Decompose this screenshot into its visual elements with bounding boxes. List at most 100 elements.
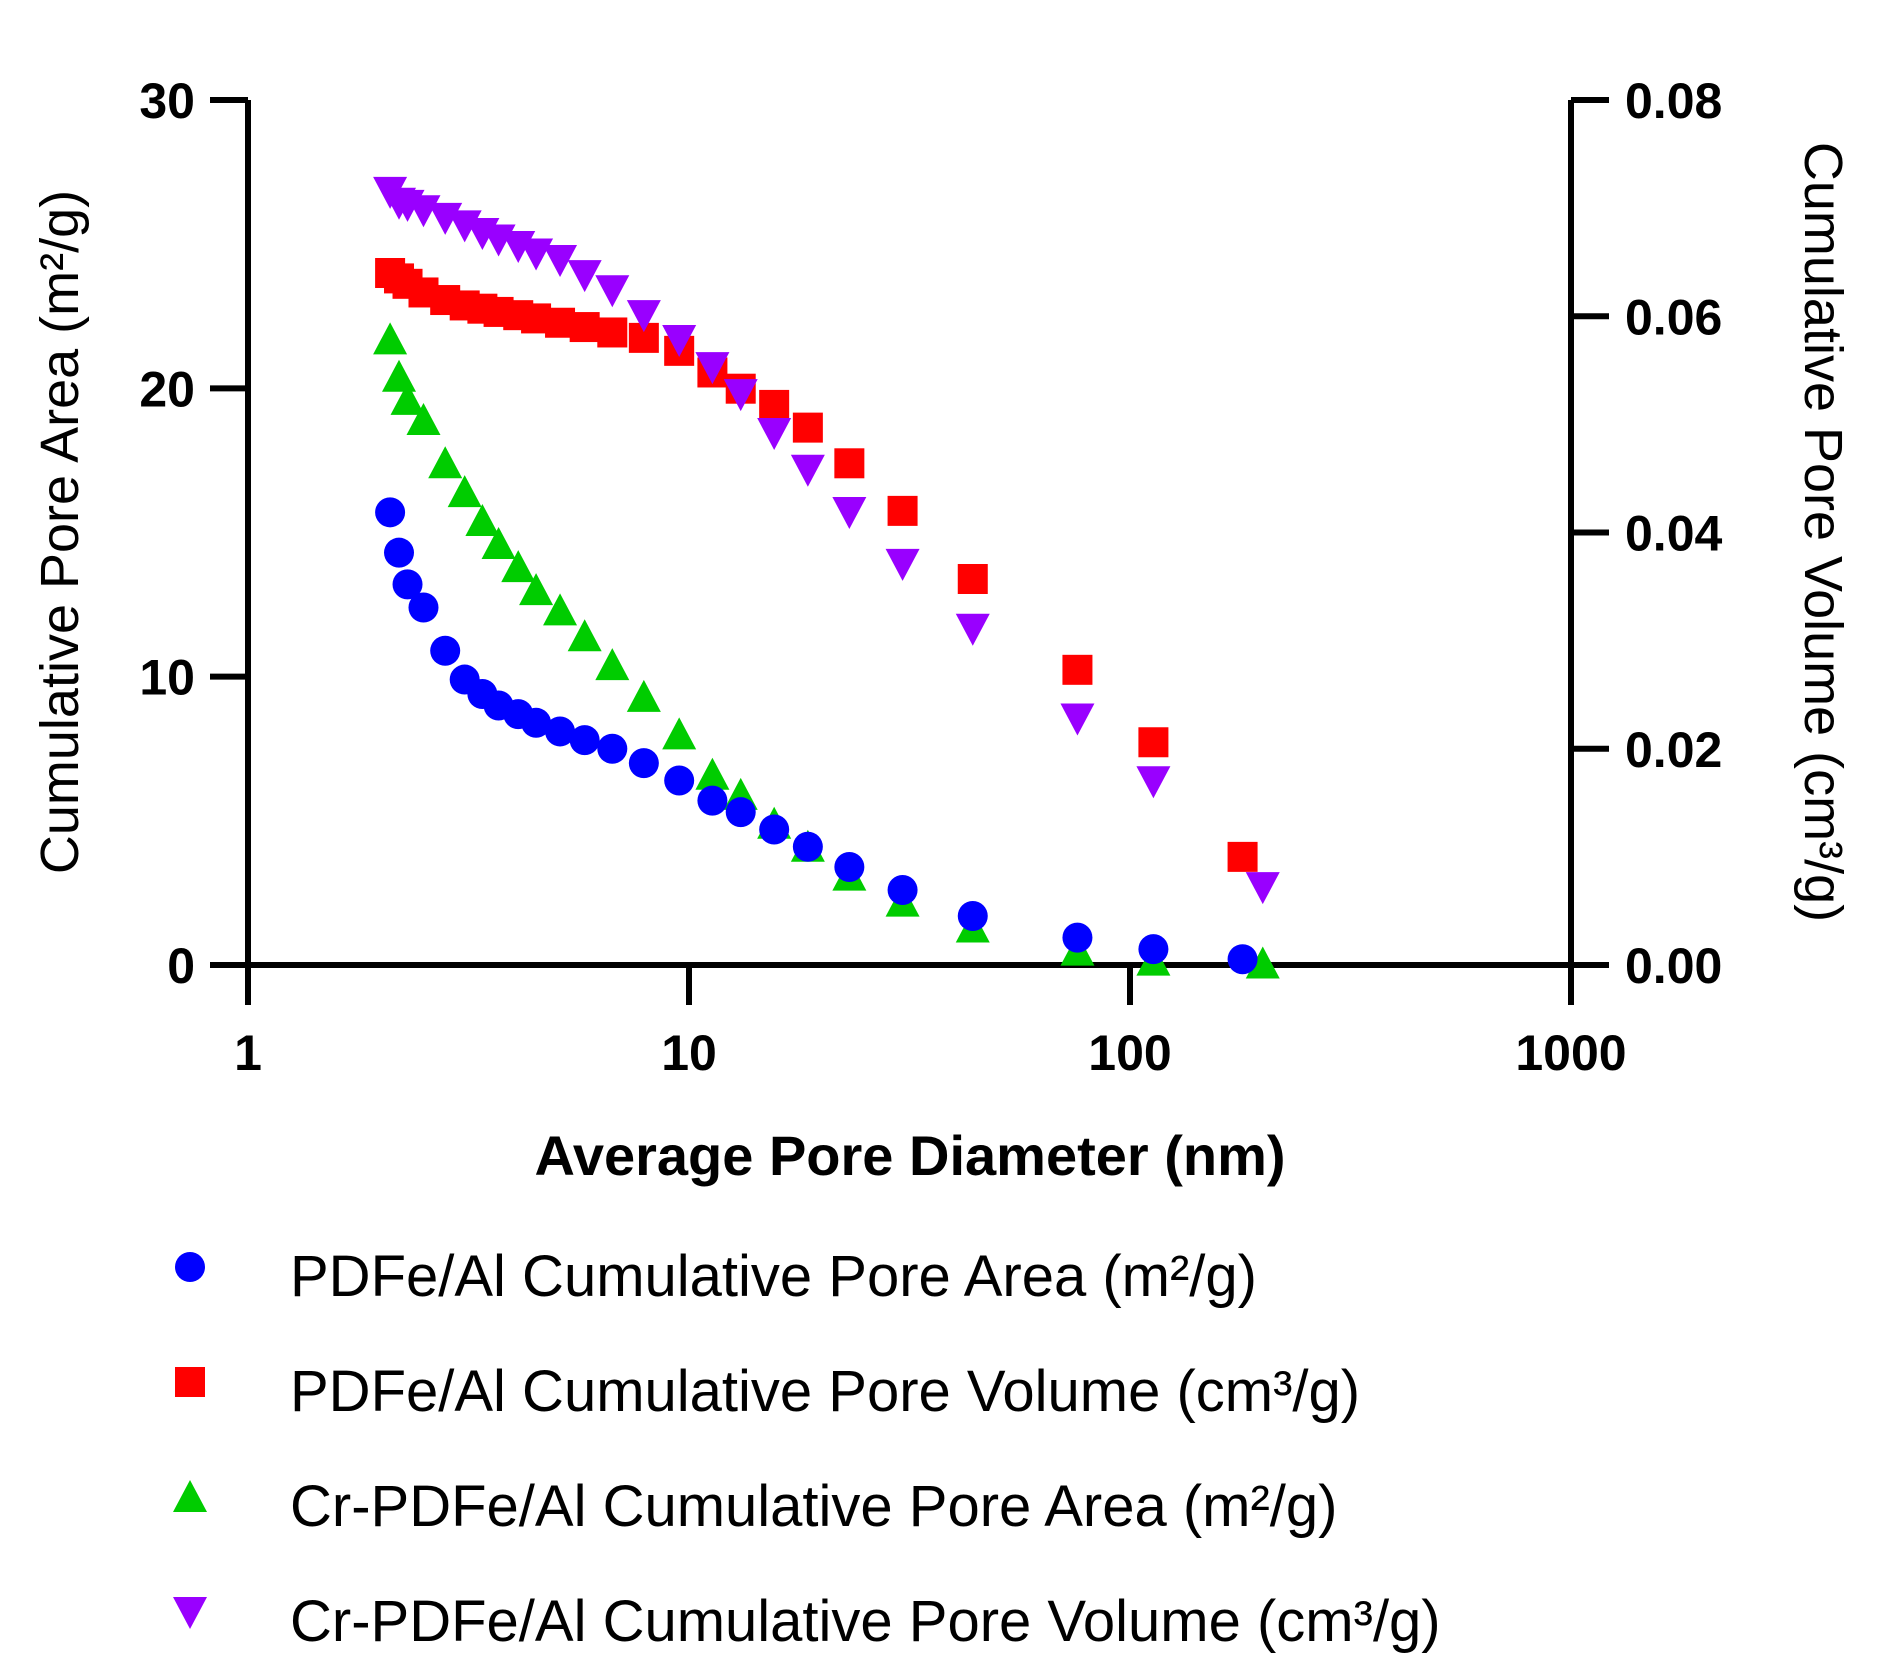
data-point bbox=[723, 379, 758, 412]
data-point bbox=[595, 648, 630, 681]
legend-label: Cr-PDFe/Al Cumulative Pore Volume (cm³/g… bbox=[290, 1589, 1441, 1654]
data-point bbox=[465, 503, 500, 536]
legend-marker-square bbox=[175, 1367, 205, 1397]
data-point bbox=[957, 563, 988, 594]
data-point bbox=[1062, 922, 1093, 953]
legend-label: PDFe/Al Cumulative Pore Area (m²/g) bbox=[290, 1244, 1257, 1309]
y-right-tick-label: 0.00 bbox=[1625, 938, 1722, 994]
data-point bbox=[1245, 872, 1280, 905]
data-point bbox=[1138, 727, 1169, 758]
data-point bbox=[1245, 946, 1280, 979]
y-left-tick-label: 20 bbox=[139, 361, 195, 417]
data-point bbox=[597, 317, 628, 348]
data-point bbox=[664, 765, 695, 796]
data-point bbox=[695, 352, 730, 385]
data-point bbox=[662, 717, 697, 750]
legend-label: Cr-PDFe/Al Cumulative Pore Area (m²/g) bbox=[290, 1474, 1337, 1539]
legend-marker bbox=[175, 1252, 205, 1282]
legend-item: Cr-PDFe/Al Cumulative Pore Area (m²/g) bbox=[173, 1474, 1337, 1539]
data-point bbox=[481, 527, 516, 560]
data-point bbox=[1227, 944, 1258, 975]
series-triangle-down bbox=[373, 176, 1280, 905]
data-point bbox=[408, 592, 439, 623]
data-point bbox=[430, 635, 461, 666]
data-point bbox=[759, 814, 790, 845]
data-point bbox=[1136, 766, 1171, 799]
data-point bbox=[390, 382, 425, 415]
legend-marker bbox=[173, 1597, 207, 1629]
y-right-tick-label: 0.08 bbox=[1625, 73, 1722, 129]
data-point bbox=[447, 475, 482, 508]
data-point bbox=[1138, 934, 1169, 965]
data-point bbox=[569, 725, 600, 756]
data-point bbox=[887, 875, 918, 906]
y-left-tick-label: 10 bbox=[139, 650, 195, 706]
legend-marker-circle bbox=[175, 1252, 205, 1282]
data-point bbox=[545, 716, 576, 747]
data-point bbox=[384, 537, 415, 568]
data-point bbox=[792, 831, 823, 862]
y-left-axis-title: Cumulative Pore Area (m²/g) bbox=[30, 190, 90, 874]
data-point bbox=[695, 757, 730, 790]
x-tick-label: 10 bbox=[661, 1025, 717, 1081]
data-point bbox=[887, 495, 918, 526]
y-right-tick-label: 0.02 bbox=[1625, 722, 1722, 778]
data-point bbox=[626, 300, 661, 333]
data-point bbox=[1227, 841, 1258, 872]
x-axis-title: Average Pore Diameter (nm) bbox=[534, 1124, 1285, 1187]
data-point bbox=[759, 389, 790, 420]
data-point bbox=[832, 496, 867, 529]
x-tick-label: 1000 bbox=[1515, 1025, 1626, 1081]
data-point bbox=[792, 412, 823, 443]
series-circle bbox=[375, 497, 1258, 975]
data-point bbox=[955, 613, 990, 646]
y-left-tick-label: 0 bbox=[167, 938, 195, 994]
data-point bbox=[543, 593, 578, 626]
legend-item: PDFe/Al Cumulative Pore Volume (cm³/g) bbox=[175, 1359, 1360, 1424]
x-tick-label: 1 bbox=[234, 1025, 262, 1081]
data-point bbox=[957, 900, 988, 931]
y-right-tick-label: 0.04 bbox=[1625, 506, 1723, 562]
data-point bbox=[567, 260, 602, 293]
x-tick-label: 100 bbox=[1088, 1025, 1171, 1081]
data-point bbox=[428, 446, 463, 479]
data-point bbox=[790, 454, 825, 487]
legend-marker-triangle-down bbox=[173, 1597, 207, 1629]
y-left-tick-label: 30 bbox=[139, 73, 195, 129]
data-point bbox=[569, 312, 600, 343]
data-point bbox=[382, 359, 417, 392]
data-point bbox=[521, 707, 552, 738]
y-right-tick-label: 0.06 bbox=[1625, 289, 1722, 345]
data-point bbox=[834, 851, 865, 882]
legend-label: PDFe/Al Cumulative Pore Volume (cm³/g) bbox=[290, 1359, 1360, 1424]
legend-marker bbox=[175, 1367, 205, 1397]
data-point bbox=[392, 569, 423, 600]
data-point bbox=[501, 550, 536, 583]
ticks: 1 10 100 1000 0 10 20 30 0.00 0.02 0.04 0.06 0.08 bbox=[139, 73, 1722, 1081]
y-right-axis-title: Cumulative Pore Volume (cm³/g) bbox=[1793, 142, 1853, 922]
data-point bbox=[519, 573, 554, 606]
data-point bbox=[628, 748, 659, 779]
data-point bbox=[626, 679, 661, 712]
data-point bbox=[375, 497, 406, 528]
data-point bbox=[697, 785, 728, 816]
data-point bbox=[373, 322, 408, 355]
legend-item: PDFe/Al Cumulative Pore Area (m²/g) bbox=[175, 1244, 1257, 1309]
data-point bbox=[406, 403, 441, 436]
series-triangle-up bbox=[373, 322, 1280, 979]
data-point bbox=[757, 418, 792, 451]
series-layer bbox=[373, 176, 1280, 979]
data-point bbox=[519, 238, 554, 271]
data-point bbox=[885, 548, 920, 581]
legend-marker-triangle-up bbox=[173, 1480, 207, 1512]
series-square bbox=[375, 258, 1258, 872]
legend-marker bbox=[173, 1480, 207, 1512]
data-point bbox=[543, 245, 578, 278]
data-point bbox=[834, 448, 865, 479]
data-point bbox=[1060, 703, 1095, 736]
data-point bbox=[662, 325, 697, 358]
legend-item: Cr-PDFe/Al Cumulative Pore Volume (cm³/g… bbox=[173, 1589, 1441, 1654]
legend: PDFe/Al Cumulative Pore Area (m²/g) PDFe… bbox=[173, 1244, 1441, 1654]
data-point bbox=[567, 619, 602, 652]
